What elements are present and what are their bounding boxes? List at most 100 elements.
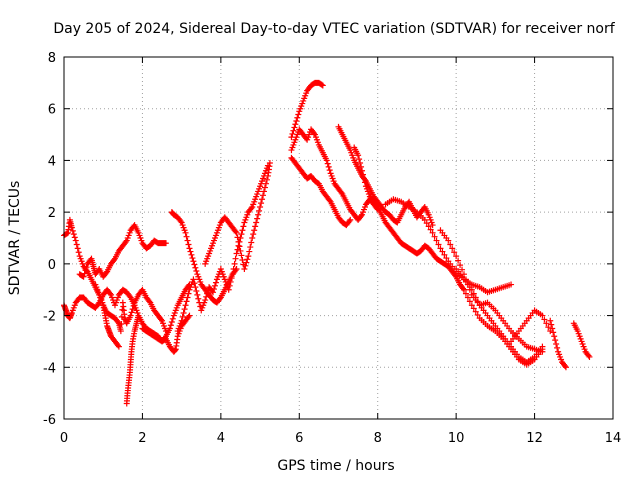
data-point-interp <box>256 207 263 214</box>
data-point-interp <box>457 262 464 269</box>
x-tick-label: 0 <box>60 431 68 446</box>
data-point <box>421 216 428 223</box>
data-point-interp <box>346 218 353 225</box>
data-point-interp <box>247 244 254 251</box>
data-point-interp <box>431 233 438 240</box>
data-point-interp <box>462 290 469 297</box>
series-arc7 <box>168 209 240 306</box>
data-point-interp <box>103 269 110 276</box>
x-axis-label: GPS time / hours <box>277 458 394 474</box>
data-point-interp <box>455 257 462 264</box>
data-point-interp <box>358 213 365 220</box>
data-point-interp <box>107 290 114 297</box>
data-point <box>233 229 240 236</box>
data-point-interp <box>184 294 191 301</box>
data-point <box>292 121 299 128</box>
data-point-interp <box>443 255 450 262</box>
data-point-interp <box>262 180 269 187</box>
series-arc18 <box>460 286 546 368</box>
x-tick-label: 12 <box>526 431 543 446</box>
data-point-interp <box>167 322 174 329</box>
series-arc1 <box>61 216 169 335</box>
data-point <box>186 245 193 252</box>
data-point-interp <box>235 238 242 245</box>
data-point <box>135 312 142 319</box>
data-point-interp <box>248 239 255 246</box>
data-point-interp <box>234 234 241 241</box>
y-tick-label: 8 <box>48 51 56 66</box>
chart-title: Day 205 of 2024, Sidereal Day-to-day VTE… <box>53 21 615 37</box>
data-point-interp <box>427 226 434 233</box>
data-point-interp <box>251 227 258 234</box>
data-point <box>562 364 569 371</box>
data-point-interp <box>466 298 473 305</box>
data-point-interp <box>294 114 301 121</box>
data-point-interp <box>255 211 262 218</box>
data-point-interp <box>212 279 219 286</box>
data-point-interp <box>290 127 297 134</box>
data-point-interp <box>188 251 195 258</box>
data-point-interp <box>425 223 432 230</box>
data-point-interp <box>185 313 192 320</box>
data-point <box>225 286 232 293</box>
data-point-interp <box>193 267 200 274</box>
data-point <box>253 219 260 226</box>
data-point-interp <box>168 319 175 326</box>
data-point-interp <box>549 325 556 332</box>
data-point-interp <box>433 237 440 244</box>
data-point-interp <box>260 192 267 199</box>
data-point <box>166 325 173 332</box>
data-point <box>178 317 185 324</box>
data-point-interp <box>75 249 82 256</box>
data-point <box>194 291 201 298</box>
axis-ticks: 0 2 4 6 8 10 12 14 -6 -4 -2 0 2 4 6 8 <box>43 51 621 446</box>
data-point <box>539 312 546 319</box>
plot-frame <box>63 56 614 420</box>
data-point-interp <box>373 202 380 209</box>
data-point-interp <box>360 175 367 182</box>
data-point-interp <box>459 266 466 273</box>
data-point <box>445 237 452 244</box>
data-point-interp <box>236 243 243 250</box>
data-point-interp <box>244 256 251 263</box>
data-point-interp <box>325 163 332 170</box>
data-point-interp <box>179 313 186 320</box>
data-point-interp <box>474 311 481 318</box>
data-point <box>80 273 87 280</box>
data-point-interp <box>338 189 345 196</box>
data-point <box>202 297 209 304</box>
data-point-interp <box>126 293 133 300</box>
data-point-interp <box>449 245 456 252</box>
data-point-interp <box>289 130 296 137</box>
data-point <box>229 271 236 278</box>
data-point <box>182 302 189 309</box>
data-point-interp <box>441 251 448 258</box>
data-point <box>260 188 267 195</box>
data-point-interp <box>189 255 196 262</box>
data-point-interp <box>63 230 70 237</box>
data-marks <box>61 79 593 407</box>
data-point-interp <box>118 320 125 327</box>
data-point-interp <box>110 256 117 263</box>
data-point-interp <box>259 196 266 203</box>
data-point-interp <box>324 160 331 167</box>
data-point-interp <box>474 298 481 305</box>
data-point <box>429 229 436 236</box>
x-tick-label: 2 <box>138 431 146 446</box>
data-point <box>190 258 197 265</box>
data-point-interp <box>181 306 188 313</box>
data-point-interp <box>470 305 477 312</box>
data-point-interp <box>169 315 176 322</box>
data-point-interp <box>239 227 246 234</box>
data-point <box>586 353 593 360</box>
data-point-interp <box>561 362 568 369</box>
data-point <box>453 253 460 260</box>
data-point-interp <box>326 197 333 204</box>
data-point-interp <box>232 255 239 262</box>
data-point-interp <box>129 306 136 313</box>
data-point <box>257 203 264 210</box>
data-point-interp <box>472 294 479 301</box>
data-point-interp <box>243 259 250 266</box>
x-tick-label: 14 <box>605 431 622 446</box>
